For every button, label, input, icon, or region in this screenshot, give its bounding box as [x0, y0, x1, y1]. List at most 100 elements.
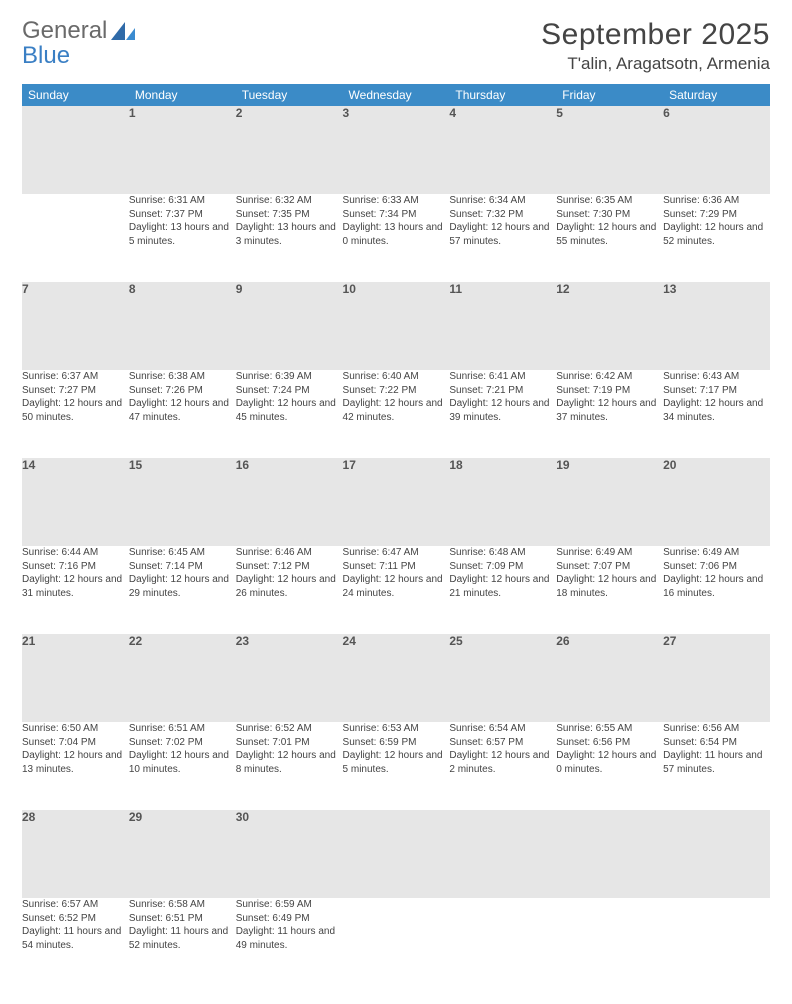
sunrise-text: Sunrise: 6:49 AM [663, 546, 770, 560]
calendar-page: General Blue September 2025 T'alin, Arag… [0, 0, 792, 1004]
brand-line1: General [22, 17, 107, 44]
daylight-text: Daylight: 12 hours and 24 minutes. [343, 573, 450, 600]
day-info-row: Sunrise: 6:31 AMSunset: 7:37 PMDaylight:… [22, 194, 770, 282]
sunset-text: Sunset: 7:24 PM [236, 384, 343, 398]
day-number: 1 [129, 106, 236, 194]
sunrise-text: Sunrise: 6:36 AM [663, 194, 770, 208]
day-cell: Sunrise: 6:37 AMSunset: 7:27 PMDaylight:… [22, 370, 129, 458]
brand-text: General Blue [22, 18, 107, 68]
day-number: 2 [236, 106, 343, 194]
day-cell [449, 898, 556, 986]
sunset-text: Sunset: 7:07 PM [556, 560, 663, 574]
sunset-text: Sunset: 7:12 PM [236, 560, 343, 574]
day-number: 20 [663, 458, 770, 546]
day-number: 25 [449, 634, 556, 722]
brand-line2: Blue [22, 42, 70, 69]
day-cell: Sunrise: 6:56 AMSunset: 6:54 PMDaylight:… [663, 722, 770, 810]
day-cell: Sunrise: 6:40 AMSunset: 7:22 PMDaylight:… [343, 370, 450, 458]
sunset-text: Sunset: 6:59 PM [343, 736, 450, 750]
sunrise-text: Sunrise: 6:48 AM [449, 546, 556, 560]
sunrise-text: Sunrise: 6:38 AM [129, 370, 236, 384]
sunrise-text: Sunrise: 6:33 AM [343, 194, 450, 208]
day-cell [556, 898, 663, 986]
weekday-header: Sunday [22, 84, 129, 106]
day-number: 27 [663, 634, 770, 722]
day-number: 6 [663, 106, 770, 194]
day-cell: Sunrise: 6:49 AMSunset: 7:06 PMDaylight:… [663, 546, 770, 634]
weekday-header: Wednesday [343, 84, 450, 106]
daylight-text: Daylight: 12 hours and 34 minutes. [663, 397, 770, 424]
sunset-text: Sunset: 7:21 PM [449, 384, 556, 398]
day-number [343, 810, 450, 898]
sunrise-text: Sunrise: 6:55 AM [556, 722, 663, 736]
sunset-text: Sunset: 6:52 PM [22, 912, 129, 926]
day-cell: Sunrise: 6:34 AMSunset: 7:32 PMDaylight:… [449, 194, 556, 282]
sunrise-text: Sunrise: 6:45 AM [129, 546, 236, 560]
sunset-text: Sunset: 6:57 PM [449, 736, 556, 750]
day-cell [663, 898, 770, 986]
sunrise-text: Sunrise: 6:39 AM [236, 370, 343, 384]
day-cell: Sunrise: 6:44 AMSunset: 7:16 PMDaylight:… [22, 546, 129, 634]
daylight-text: Daylight: 12 hours and 50 minutes. [22, 397, 129, 424]
daylight-text: Daylight: 11 hours and 54 minutes. [22, 925, 129, 952]
sunrise-text: Sunrise: 6:50 AM [22, 722, 129, 736]
daylight-text: Daylight: 12 hours and 45 minutes. [236, 397, 343, 424]
day-cell: Sunrise: 6:41 AMSunset: 7:21 PMDaylight:… [449, 370, 556, 458]
day-number-row: 78910111213 [22, 282, 770, 370]
calendar-table: Sunday Monday Tuesday Wednesday Thursday… [22, 84, 770, 986]
weekday-header: Thursday [449, 84, 556, 106]
sunset-text: Sunset: 6:54 PM [663, 736, 770, 750]
daylight-text: Daylight: 11 hours and 57 minutes. [663, 749, 770, 776]
daylight-text: Daylight: 12 hours and 2 minutes. [449, 749, 556, 776]
day-number: 28 [22, 810, 129, 898]
daylight-text: Daylight: 12 hours and 57 minutes. [449, 221, 556, 248]
day-number: 9 [236, 282, 343, 370]
sunrise-text: Sunrise: 6:44 AM [22, 546, 129, 560]
sunrise-text: Sunrise: 6:43 AM [663, 370, 770, 384]
day-cell [22, 194, 129, 282]
day-cell: Sunrise: 6:48 AMSunset: 7:09 PMDaylight:… [449, 546, 556, 634]
sunrise-text: Sunrise: 6:35 AM [556, 194, 663, 208]
sunset-text: Sunset: 7:32 PM [449, 208, 556, 222]
day-info-row: Sunrise: 6:37 AMSunset: 7:27 PMDaylight:… [22, 370, 770, 458]
sunrise-text: Sunrise: 6:41 AM [449, 370, 556, 384]
day-number: 13 [663, 282, 770, 370]
daylight-text: Daylight: 13 hours and 3 minutes. [236, 221, 343, 248]
daylight-text: Daylight: 11 hours and 52 minutes. [129, 925, 236, 952]
sunset-text: Sunset: 7:29 PM [663, 208, 770, 222]
sunset-text: Sunset: 7:17 PM [663, 384, 770, 398]
day-number: 16 [236, 458, 343, 546]
day-number: 14 [22, 458, 129, 546]
daylight-text: Daylight: 12 hours and 18 minutes. [556, 573, 663, 600]
day-number: 26 [556, 634, 663, 722]
day-number: 18 [449, 458, 556, 546]
day-number-row: 21222324252627 [22, 634, 770, 722]
sunrise-text: Sunrise: 6:51 AM [129, 722, 236, 736]
daylight-text: Daylight: 12 hours and 37 minutes. [556, 397, 663, 424]
day-number-row: 282930 [22, 810, 770, 898]
sunset-text: Sunset: 6:49 PM [236, 912, 343, 926]
daylight-text: Daylight: 12 hours and 47 minutes. [129, 397, 236, 424]
sunset-text: Sunset: 7:30 PM [556, 208, 663, 222]
sunrise-text: Sunrise: 6:32 AM [236, 194, 343, 208]
day-cell: Sunrise: 6:45 AMSunset: 7:14 PMDaylight:… [129, 546, 236, 634]
sunrise-text: Sunrise: 6:47 AM [343, 546, 450, 560]
day-number-row: 123456 [22, 106, 770, 194]
day-cell: Sunrise: 6:31 AMSunset: 7:37 PMDaylight:… [129, 194, 236, 282]
day-number: 30 [236, 810, 343, 898]
sunrise-text: Sunrise: 6:37 AM [22, 370, 129, 384]
sunset-text: Sunset: 6:51 PM [129, 912, 236, 926]
sunset-text: Sunset: 7:01 PM [236, 736, 343, 750]
daylight-text: Daylight: 12 hours and 13 minutes. [22, 749, 129, 776]
sunset-text: Sunset: 7:37 PM [129, 208, 236, 222]
day-cell: Sunrise: 6:36 AMSunset: 7:29 PMDaylight:… [663, 194, 770, 282]
day-cell [343, 898, 450, 986]
daylight-text: Daylight: 12 hours and 8 minutes. [236, 749, 343, 776]
month-title: September 2025 [541, 18, 770, 52]
weekday-header: Monday [129, 84, 236, 106]
day-cell: Sunrise: 6:33 AMSunset: 7:34 PMDaylight:… [343, 194, 450, 282]
sunrise-text: Sunrise: 6:49 AM [556, 546, 663, 560]
sunrise-text: Sunrise: 6:58 AM [129, 898, 236, 912]
weekday-header: Tuesday [236, 84, 343, 106]
day-cell: Sunrise: 6:55 AMSunset: 6:56 PMDaylight:… [556, 722, 663, 810]
